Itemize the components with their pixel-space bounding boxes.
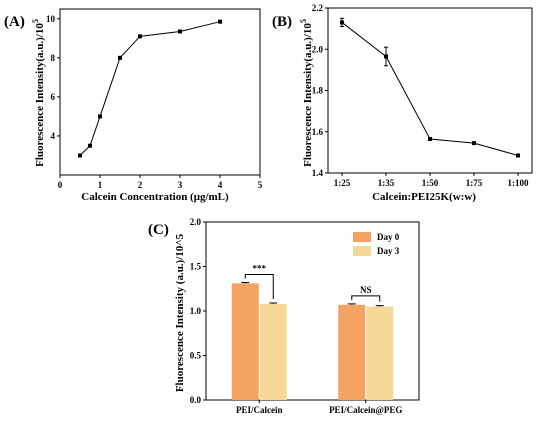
panel-a-series-line xyxy=(79,21,221,156)
panel-c-ylabel: Fluorescence Intensity (a.u.)/10^5 xyxy=(174,233,186,392)
panel-c-legend-label: Day 3 xyxy=(377,246,400,256)
panel-b-ytick-label: 1.4 xyxy=(312,168,324,178)
panel-c-ytick-label: 1.0 xyxy=(190,306,202,316)
panel-a-xtick-label: 4 xyxy=(218,180,223,190)
panel-c-legend-swatch xyxy=(353,232,371,242)
panel-a-plot: 0 1 2 3 4 5 4 6 8 10 xyxy=(46,8,263,190)
panel-b-ytick-label: 1.8 xyxy=(312,86,324,96)
panel-c-xtick-label: PEI/Calcein xyxy=(236,405,283,415)
panel-a-xtick-label: 1 xyxy=(98,180,103,190)
panel-a-xtick-label: 2 xyxy=(138,180,143,190)
panel-c-ytick-label: 0.5 xyxy=(190,351,202,361)
panel-b-ytick-label: 2.2 xyxy=(312,3,324,13)
panel-a-data-point xyxy=(138,34,142,39)
panel-a-label: (A) xyxy=(4,14,25,30)
panel-c-bar xyxy=(259,303,287,400)
panel-a-ytick-label: 10 xyxy=(46,14,56,24)
panel-c-bar xyxy=(338,304,366,400)
panel-c-label: (C) xyxy=(148,222,169,238)
panel-b-ytick-label: 1.6 xyxy=(312,127,324,137)
panel-c: (C) Fluorescence Intensity (a.u.)/10^5 0… xyxy=(148,217,420,415)
panel-c-ytick-label: 1.5 xyxy=(190,262,202,272)
panel-c-significance-bracket xyxy=(244,274,274,299)
panel-b-xtick-label: 1:100 xyxy=(508,178,529,188)
panel-a-xlabel: Calcein Concentration (μg/mL) xyxy=(81,191,229,203)
panel-c-significance-label: NS xyxy=(360,285,372,295)
panel-a-frame xyxy=(59,8,261,176)
panel-c-significance-bracket xyxy=(351,295,381,302)
panel-a: (A) Fluorescence Intensity(a.u.)/105 Cal… xyxy=(4,8,263,203)
panel-b-data-point xyxy=(340,20,344,25)
panel-a-data-point xyxy=(178,29,182,34)
panel-c-legend-label: Day 0 xyxy=(377,232,400,242)
panel-b-series-line xyxy=(341,22,519,156)
panel-b-xtick-label: 1:25 xyxy=(334,178,351,188)
panel-b-ylabel: Fluorescence Intensity(a.u.)/105 xyxy=(299,19,314,167)
panel-a-xtick-label: 5 xyxy=(258,180,263,190)
panel-b-frame xyxy=(327,7,533,174)
panel-c-xtick-label: PEI/Calcein@PEG xyxy=(329,405,402,415)
panel-a-ytick-label: 8 xyxy=(51,53,56,63)
panel-c-legend-swatch xyxy=(353,246,371,256)
panel-b-xlabel: Calcein:PEI25K(w:w) xyxy=(372,191,476,203)
panel-b-plot: 1:25 1:35 1:50 1:75 1:100 1.4 1.6 1.8 2.0 2.2 xyxy=(312,3,533,188)
panel-a-data-point xyxy=(98,114,102,119)
panel-b-ytick-label: 2.0 xyxy=(312,44,324,54)
panel-b-data-point xyxy=(516,153,520,158)
panel-a-xtick-label: 0 xyxy=(58,180,63,190)
panel-b-xtick-label: 1:75 xyxy=(466,178,483,188)
panel-b-data-point xyxy=(384,54,388,59)
panel-c-bar xyxy=(366,306,394,400)
panel-a-data-point xyxy=(218,19,222,24)
panel-b-xtick-label: 1:35 xyxy=(378,178,395,188)
panel-a-data-point xyxy=(78,153,82,158)
panel-a-xtick-label: 3 xyxy=(178,180,183,190)
panel-c-bar xyxy=(231,283,259,400)
panel-b: (B) Fluorescence Intensity(a.u.)/105 Cal… xyxy=(272,3,533,203)
panel-a-data-point xyxy=(118,55,122,60)
panel-c-ytick-label: 0.0 xyxy=(190,395,202,405)
panel-c-significance-label: *** xyxy=(253,264,267,274)
panel-b-data-point xyxy=(428,136,432,141)
panel-a-ytick-label: 6 xyxy=(51,92,56,102)
panel-a-ytick-label: 4 xyxy=(51,131,56,141)
panel-b-data-point xyxy=(472,141,476,146)
panel-c-ytick-label: 2.0 xyxy=(190,217,202,227)
panel-a-ylabel: Fluorescence Intensity(a.u.)/105 xyxy=(31,19,46,167)
panel-b-xtick-label: 1:50 xyxy=(422,178,439,188)
panel-b-label: (B) xyxy=(272,14,292,30)
panel-c-plot: 0.0 0.5 1.0 1.5 2.0 PEI/Calcein PEI/Calcein@PE… xyxy=(190,217,420,415)
panel-a-data-point xyxy=(88,143,92,148)
